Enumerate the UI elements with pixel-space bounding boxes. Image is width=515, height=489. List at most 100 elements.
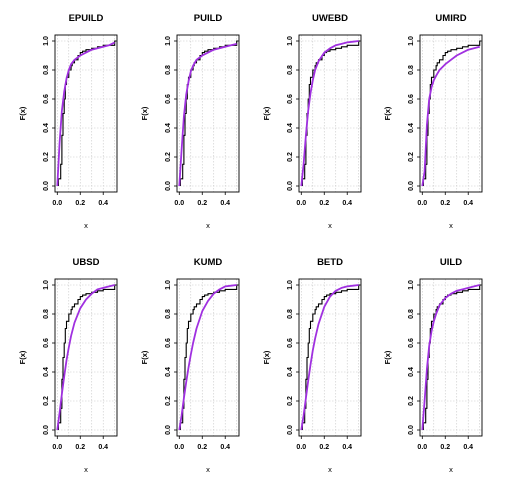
chart-panel-ubsd: 0.0 0.2 0.4 0.6 0.8 1.0 0.0 0.2 0.4 UBSD x F(x) <box>18 257 118 474</box>
y-tick-label: 0.6 <box>408 94 415 104</box>
x-tick-label: 0.2 <box>75 200 85 207</box>
x-tick-label: 0.4 <box>220 200 230 207</box>
y-tick-label: 0.2 <box>165 396 172 406</box>
chart-panel-uild: 0.0 0.2 0.4 0.6 0.8 1.0 0.0 0.2 0.4 UILD x F(x) <box>383 257 483 474</box>
x-tick-label: 0.2 <box>440 444 450 451</box>
panel-title: EPUILD <box>69 13 104 24</box>
y-tick-label: 1.0 <box>408 280 415 290</box>
y-tick-label: 0.6 <box>287 338 294 348</box>
y-tick-label: 0.2 <box>43 152 50 162</box>
x-axis-label: x <box>449 221 453 230</box>
x-axis-label: x <box>328 465 332 474</box>
y-tick-label: 0.4 <box>408 123 415 133</box>
y-tick-label: 1.0 <box>165 36 172 46</box>
y-tick-label: 0.4 <box>165 367 172 377</box>
fitted-cdf-line <box>421 45 480 187</box>
fitted-cdf-line <box>178 284 237 431</box>
x-tick-label: 0.4 <box>98 200 108 207</box>
x-tick-label: 0.4 <box>342 444 352 451</box>
y-tick-label: 0.6 <box>287 94 294 104</box>
y-axis-label: F(x) <box>18 106 27 120</box>
fitted-cdf-line <box>421 284 480 431</box>
y-axis-label: F(x) <box>18 350 27 364</box>
plot-frame <box>419 34 483 193</box>
x-tick-label: 0.4 <box>342 200 352 207</box>
y-tick-label: 0.4 <box>287 123 294 133</box>
fitted-cdf-line <box>56 284 115 431</box>
panel-title: UBSD <box>73 257 100 268</box>
y-axis-label: F(x) <box>383 106 392 120</box>
panel-title: UWEBD <box>312 13 348 24</box>
fitted-cdf-line <box>300 40 359 187</box>
y-tick-label: 0.4 <box>287 367 294 377</box>
y-tick-label: 0.8 <box>165 65 172 75</box>
panel-title: UMIRD <box>435 13 466 24</box>
x-tick-label: 0.2 <box>75 444 85 451</box>
y-tick-label: 0.6 <box>165 94 172 104</box>
plot-frame <box>176 34 240 193</box>
y-tick-label: 0.0 <box>43 181 50 191</box>
x-tick-label: 0.0 <box>296 444 306 451</box>
fitted-cdf-line <box>56 41 116 187</box>
y-tick-label: 0.2 <box>287 396 294 406</box>
y-tick-label: 0.0 <box>408 181 415 191</box>
x-tick-label: 0.4 <box>98 444 108 451</box>
y-tick-label: 0.0 <box>408 425 415 435</box>
y-tick-label: 0.4 <box>408 367 415 377</box>
plot-frame <box>419 278 483 437</box>
chart-panel-umird: 0.0 0.2 0.4 0.6 0.8 1.0 0.0 0.2 0.4 UMIRD x F(x) <box>383 13 483 230</box>
plot-frame <box>176 278 240 437</box>
y-tick-label: 0.6 <box>165 338 172 348</box>
y-tick-label: 0.2 <box>408 152 415 162</box>
x-tick-label: 0.2 <box>440 200 450 207</box>
x-tick-label: 0.4 <box>463 444 473 451</box>
chart-panel-betd: 0.0 0.2 0.4 0.6 0.8 1.0 0.0 0.2 0.4 BETD x F(x) <box>262 257 362 474</box>
empirical-cdf-step <box>301 284 361 430</box>
x-tick-label: 0.2 <box>197 444 207 451</box>
y-axis-label: F(x) <box>262 106 271 120</box>
y-tick-label: 1.0 <box>165 280 172 290</box>
x-tick-label: 0.4 <box>220 444 230 451</box>
y-axis-label: F(x) <box>140 106 149 120</box>
y-tick-label: 0.8 <box>287 309 294 319</box>
y-axis-label: F(x) <box>262 350 271 364</box>
panel-title: PUILD <box>194 13 223 24</box>
x-tick-label: 0.0 <box>417 444 427 451</box>
x-tick-label: 0.2 <box>319 200 329 207</box>
y-tick-label: 0.0 <box>165 181 172 191</box>
y-tick-label: 0.0 <box>43 425 50 435</box>
chart-panel-epuild: 0.0 0.2 0.4 0.6 0.8 1.0 0.0 0.2 0.4 EPUILD x F(x) <box>18 13 118 230</box>
plot-frame <box>298 34 362 193</box>
y-tick-label: 0.8 <box>43 309 50 319</box>
y-tick-label: 0.8 <box>287 65 294 75</box>
empirical-cdf-step <box>301 40 361 186</box>
x-tick-label: 0.0 <box>174 444 184 451</box>
y-tick-label: 1.0 <box>287 36 294 46</box>
y-tick-label: 0.4 <box>165 123 172 133</box>
x-tick-label: 0.0 <box>52 200 62 207</box>
y-tick-label: 0.0 <box>165 425 172 435</box>
fitted-cdf-line <box>178 43 237 187</box>
x-tick-label: 0.4 <box>463 200 473 207</box>
y-tick-label: 0.6 <box>43 94 50 104</box>
x-axis-label: x <box>449 465 453 474</box>
y-tick-label: 0.2 <box>408 396 415 406</box>
y-tick-label: 0.0 <box>287 181 294 191</box>
y-tick-label: 1.0 <box>408 36 415 46</box>
fitted-cdf-line <box>300 284 359 431</box>
y-axis-label: F(x) <box>383 350 392 364</box>
empirical-cdf-step <box>422 40 482 186</box>
y-tick-label: 0.6 <box>43 338 50 348</box>
x-tick-label: 0.2 <box>197 200 207 207</box>
x-axis-label: x <box>206 221 210 230</box>
x-axis-label: x <box>84 221 88 230</box>
y-tick-label: 1.0 <box>43 280 50 290</box>
empirical-cdf-step <box>179 284 239 430</box>
y-tick-label: 1.0 <box>287 280 294 290</box>
x-tick-label: 0.2 <box>319 444 329 451</box>
empirical-cdf-step <box>57 284 117 430</box>
empirical-cdf-step <box>57 40 117 186</box>
panel-title: UILD <box>440 257 462 268</box>
y-axis-label: F(x) <box>140 350 149 364</box>
